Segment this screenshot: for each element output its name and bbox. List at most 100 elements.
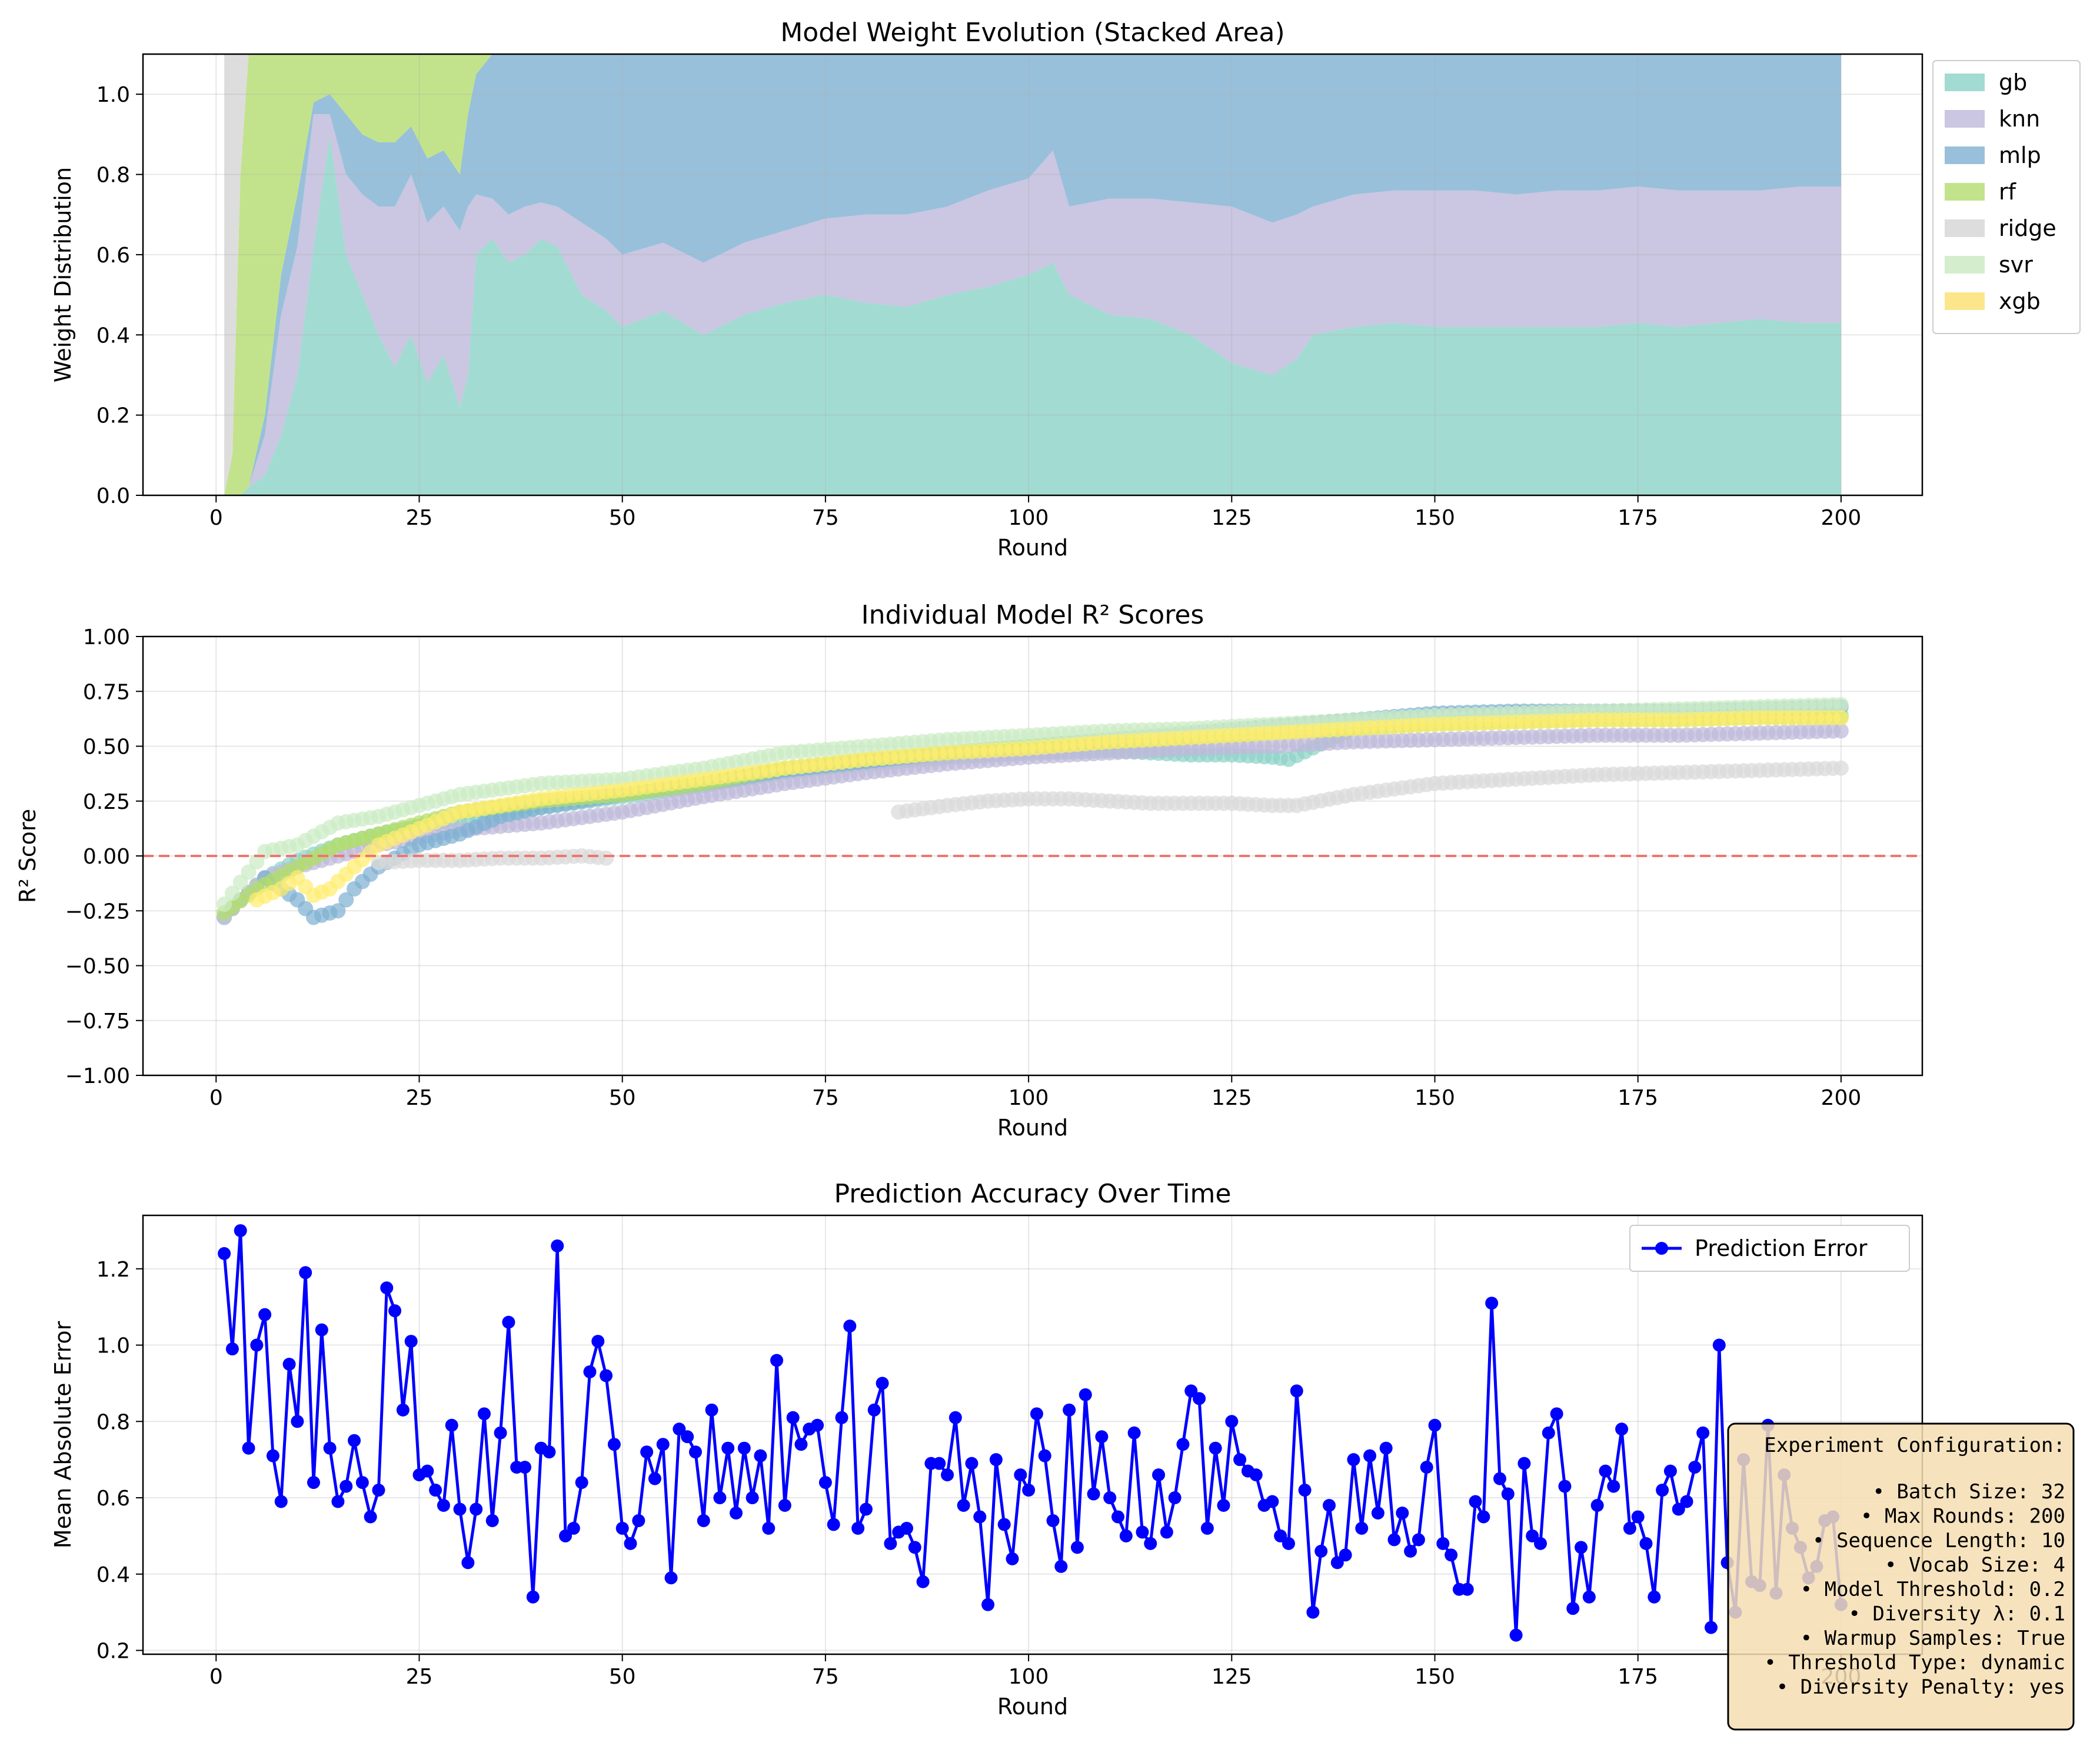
x-tick-label: 25: [406, 1665, 433, 1689]
error-point: [1623, 1521, 1636, 1535]
error-point: [1656, 1484, 1669, 1497]
error-point: [282, 1357, 296, 1371]
error-point: [470, 1502, 483, 1516]
error-point: [933, 1457, 946, 1470]
error-point: [567, 1521, 580, 1535]
legend-swatch-xgb: [1945, 292, 1985, 310]
x-tick-label: 100: [1009, 1665, 1049, 1689]
x-tick-label: 75: [812, 1086, 839, 1110]
error-point: [1493, 1472, 1506, 1485]
error-point: [1631, 1510, 1645, 1524]
error-point: [1428, 1418, 1442, 1432]
error-point: [624, 1537, 637, 1550]
y-tick-label: 1.2: [96, 1258, 130, 1282]
error-point: [957, 1499, 970, 1512]
error-point: [494, 1426, 507, 1440]
point-ridge: [598, 850, 614, 866]
y-tick-label: 0.2: [96, 404, 130, 428]
error-point: [1379, 1441, 1393, 1455]
config-line: • Threshold Type: dynamic: [1764, 1651, 2065, 1675]
error-point: [559, 1529, 573, 1542]
error-point: [1200, 1521, 1214, 1535]
error-point: [421, 1464, 434, 1478]
error-point: [786, 1411, 800, 1424]
y-tick-label: −0.25: [65, 899, 130, 924]
point-svr: [249, 854, 265, 869]
point-knn: [1833, 723, 1849, 739]
error-point: [477, 1407, 491, 1421]
error-point: [1680, 1495, 1693, 1508]
x-tick-label: 100: [1009, 1086, 1049, 1110]
error-point: [1485, 1297, 1499, 1310]
x-tick-label: 50: [609, 1086, 636, 1110]
error-point: [323, 1441, 337, 1455]
error-point: [965, 1457, 979, 1470]
error-point: [632, 1514, 645, 1527]
error-point: [1704, 1621, 1718, 1634]
series-xgb: [249, 710, 1849, 908]
error-point: [916, 1575, 930, 1588]
error-point: [656, 1438, 670, 1451]
error-point: [315, 1323, 328, 1337]
error-point: [640, 1445, 654, 1459]
x-tick-label: 125: [1212, 506, 1252, 530]
y-tick-label: 0.8: [96, 164, 130, 188]
error-point: [1282, 1537, 1295, 1550]
x-tick-label: 0: [209, 1086, 223, 1110]
error-point: [1501, 1487, 1515, 1501]
error-point: [258, 1308, 272, 1321]
error-point: [1249, 1468, 1263, 1482]
error-point: [1070, 1541, 1084, 1554]
config-line: • Max Rounds: 200: [1861, 1505, 2065, 1528]
point-xgb: [1833, 710, 1849, 726]
legend-swatch-svr: [1945, 256, 1985, 274]
legend-frame: [1629, 1225, 1910, 1272]
error-point: [1160, 1525, 1173, 1539]
error-point: [673, 1422, 686, 1436]
error-point: [900, 1521, 913, 1535]
error-point: [583, 1365, 597, 1378]
error-point: [461, 1556, 475, 1570]
y-tick-label: 1.0: [96, 1334, 130, 1358]
error-point: [843, 1320, 857, 1333]
error-point: [1306, 1605, 1320, 1619]
config-line: • Sequence Length: 10: [1812, 1529, 2065, 1552]
x-axis-label: Round: [997, 1694, 1068, 1720]
error-point: [1663, 1464, 1677, 1478]
error-point: [1274, 1529, 1287, 1542]
y-tick-label: 0.25: [83, 790, 130, 814]
legend-label-mlp: mlp: [1999, 142, 2041, 168]
error-point: [851, 1521, 865, 1535]
error-point: [1566, 1602, 1580, 1615]
legend-marker: [1655, 1242, 1668, 1255]
error-point: [1323, 1499, 1336, 1512]
error-point: [1460, 1582, 1474, 1596]
y-tick-label: −0.75: [65, 1009, 130, 1034]
error-point: [380, 1281, 394, 1295]
legend-label-knn: knn: [1999, 106, 2040, 132]
area-rf: [224, 54, 1841, 495]
error-point: [1639, 1537, 1653, 1550]
error-point: [876, 1377, 889, 1390]
error-point: [1355, 1521, 1369, 1535]
error-point: [1103, 1491, 1117, 1505]
error-point: [762, 1521, 776, 1535]
error-point: [1696, 1426, 1710, 1440]
error-point: [867, 1403, 881, 1417]
legend: gb knn mlp rf ridge svr xgb: [1932, 60, 2081, 334]
error-point: [1672, 1502, 1685, 1516]
plot-frame: [142, 53, 1923, 497]
x-tick-label: 175: [1618, 1665, 1658, 1689]
x-tick-label: 75: [812, 506, 839, 530]
error-point: [1534, 1537, 1547, 1550]
error-point: [1225, 1415, 1239, 1428]
y-tick-label: 1.0: [96, 83, 130, 107]
legend-label-svr: svr: [1999, 252, 2033, 278]
point-svr: [224, 885, 240, 901]
x-tick-label: 25: [406, 1086, 433, 1110]
error-point: [1477, 1510, 1490, 1524]
error-point: [1712, 1338, 1726, 1352]
error-point: [754, 1449, 767, 1462]
config-line: • Vocab Size: 4: [1885, 1554, 2065, 1577]
